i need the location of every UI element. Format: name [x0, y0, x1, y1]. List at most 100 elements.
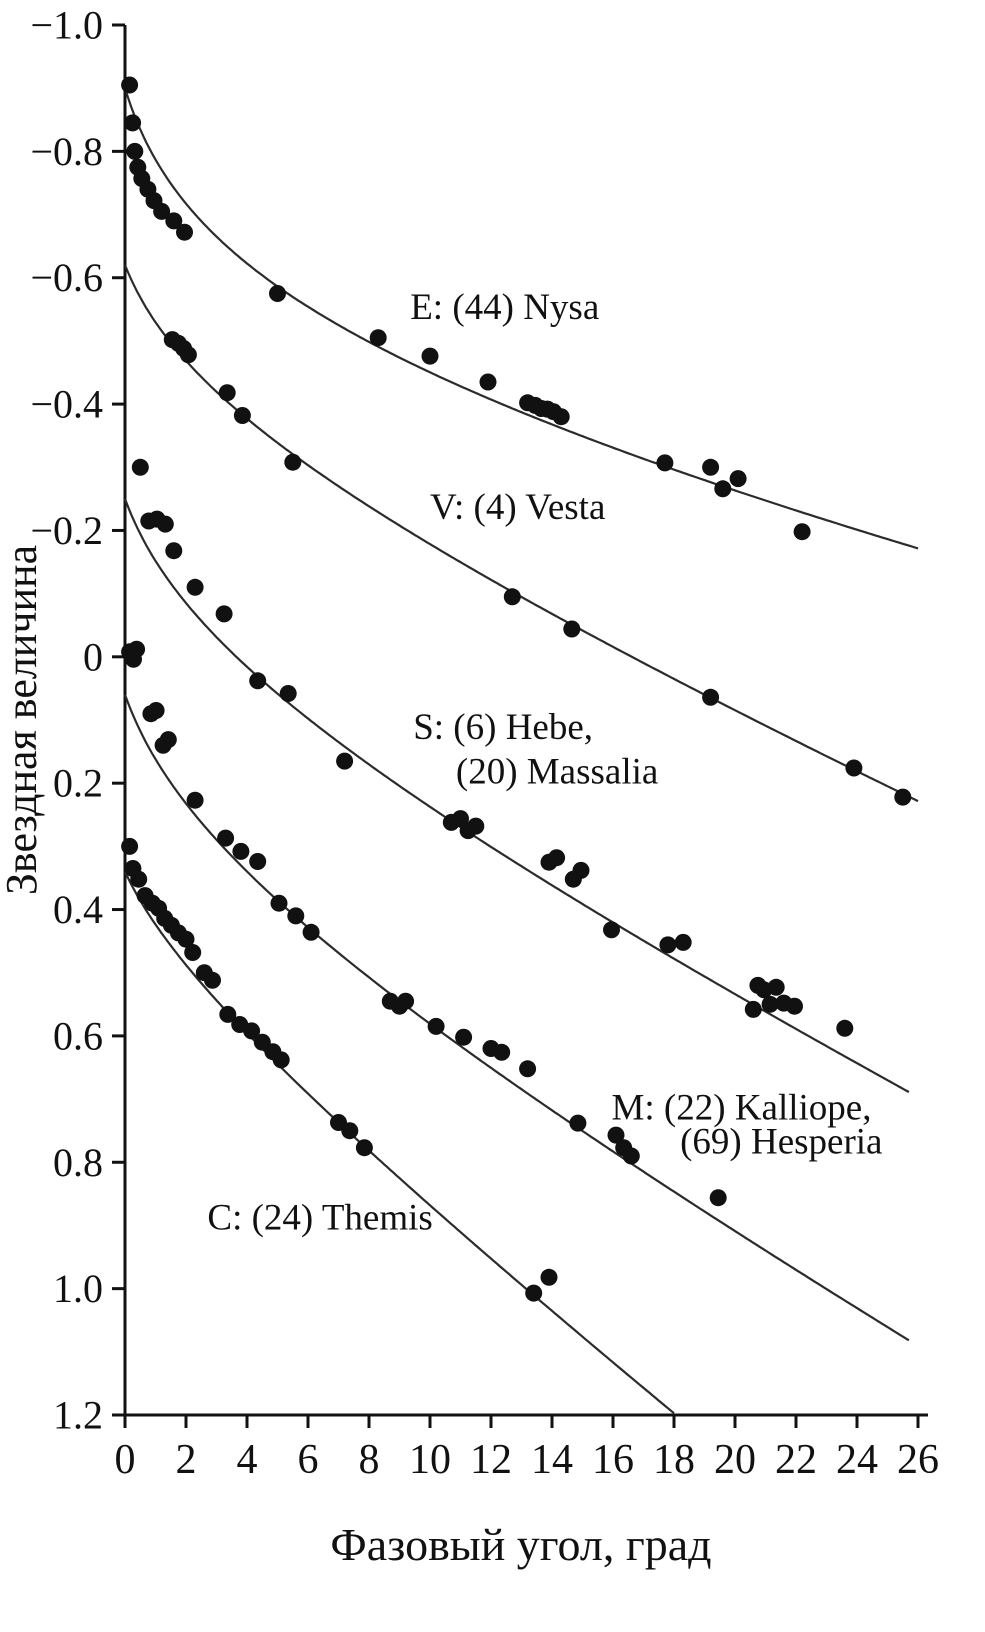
data-point [656, 454, 674, 472]
data-point [287, 907, 305, 925]
data-point [153, 202, 171, 220]
data-point [355, 1139, 373, 1157]
data-point [525, 1284, 543, 1302]
x-tick-label: 4 [237, 1437, 258, 1483]
y-tick-label: 0.4 [53, 887, 103, 932]
data-point [427, 1017, 445, 1035]
data-point [184, 944, 202, 961]
y-tick-label: −0.8 [30, 129, 103, 174]
data-point [552, 408, 570, 426]
data-point [767, 978, 785, 996]
data-point [563, 620, 581, 638]
x-tick-label: 16 [592, 1437, 634, 1483]
data-point [786, 997, 803, 1015]
x-axis-title: Фазовый угол, град [330, 1519, 711, 1570]
series-label-M: M: (22) Kalliope, [612, 1087, 872, 1128]
y-tick-label: 0.6 [53, 1013, 103, 1058]
data-point [176, 223, 193, 241]
data-point [284, 453, 302, 471]
data-point [126, 142, 144, 160]
x-tick-label: 14 [531, 1437, 573, 1483]
data-point [702, 458, 720, 476]
data-point [215, 605, 233, 623]
fit-curve-V [123, 264, 919, 803]
data-point [124, 114, 142, 132]
data-point [503, 588, 521, 606]
data-point [572, 861, 590, 879]
series-label-M: (69) Hesperia [680, 1122, 882, 1163]
data-point [219, 1005, 237, 1023]
fit-curve-C [124, 871, 675, 1415]
data-point [232, 842, 250, 860]
data-point [204, 971, 221, 989]
data-point [455, 1028, 473, 1046]
fit-curve-E [123, 87, 919, 550]
data-point [603, 921, 620, 939]
data-point [121, 76, 139, 94]
data-point [249, 672, 267, 690]
x-tick-label: 2 [176, 1437, 197, 1483]
series-S: S: (6) Hebe,(20) Massalia [123, 458, 910, 1093]
data-point [714, 480, 732, 498]
data-point [569, 1114, 587, 1132]
y-tick-label: 1.0 [53, 1266, 103, 1311]
data-point [467, 817, 485, 835]
y-axis-ticks: −1.0 −0.8 −0.6 −0.4 −0.2 0 0.2 0.4 0.6 0.8 1.0 1.2 [30, 3, 125, 1438]
data-point [233, 407, 251, 424]
x-axis-ticks: 0 2 4 6 8 10 12 14 16 18 20 22 24 26 [115, 1415, 939, 1483]
data-point [272, 1051, 290, 1069]
data-point [186, 578, 204, 596]
series-V: V: (4) Vesta [123, 264, 919, 806]
axes [123, 25, 928, 1417]
data-point [218, 384, 236, 402]
y-tick-label: −0.6 [30, 255, 103, 300]
data-point [156, 515, 174, 533]
data-point [249, 853, 267, 870]
series-label-C: C: (24) Themis [207, 1197, 432, 1238]
data-point [397, 992, 415, 1010]
data-point [709, 1189, 727, 1207]
y-axis-title: Звездная величина [0, 545, 46, 895]
x-tick-label: 8 [359, 1437, 380, 1483]
data-point [165, 542, 183, 560]
y-tick-label: −1.0 [30, 3, 103, 48]
data-point [159, 731, 177, 749]
data-point [607, 1126, 625, 1144]
data-point [302, 923, 320, 941]
data-point [674, 933, 692, 951]
y-tick-label: −0.2 [30, 508, 103, 553]
y-tick-label: 0.8 [53, 1140, 103, 1185]
data-point [836, 1019, 854, 1037]
data-point [659, 936, 677, 954]
x-tick-label: 0 [115, 1437, 136, 1483]
data-point [845, 759, 863, 777]
series-label-S: (20) Massalia [456, 751, 658, 792]
series-label-V: V: (4) Vesta [430, 487, 605, 528]
series-label-S: S: (6) Hebe, [413, 707, 593, 748]
data-point [336, 752, 354, 770]
data-point [793, 523, 811, 541]
series-E: E: (44) Nysa [121, 76, 919, 550]
data-point [279, 685, 297, 702]
data-point [761, 995, 779, 1013]
x-tick-label: 18 [653, 1437, 695, 1483]
data-point [702, 688, 720, 706]
y-tick-label: 1.2 [53, 1393, 103, 1438]
data-point [128, 640, 146, 658]
y-tick-label: −0.4 [30, 382, 103, 427]
data-point [121, 837, 139, 855]
series-C: C: (24) Themis [121, 837, 675, 1415]
data-point [131, 458, 149, 476]
series-label-E: E: (44) Nysa [410, 287, 599, 328]
y-tick-label: 0 [83, 634, 103, 679]
chart-render-root: −1.0 −0.8 −0.6 −0.4 −0.2 0 0.2 0.4 0.6 0.8 1.0 1.2 0… [30, 3, 939, 1484]
data-point [269, 285, 286, 302]
data-point [243, 1022, 261, 1040]
x-tick-label: 12 [470, 1437, 512, 1483]
data-point [744, 1000, 762, 1018]
series-M: M: (22) Kalliope,(69) Hesperia [121, 640, 910, 1342]
x-tick-label: 6 [298, 1437, 319, 1483]
data-point [622, 1147, 640, 1165]
data-point [217, 829, 235, 847]
